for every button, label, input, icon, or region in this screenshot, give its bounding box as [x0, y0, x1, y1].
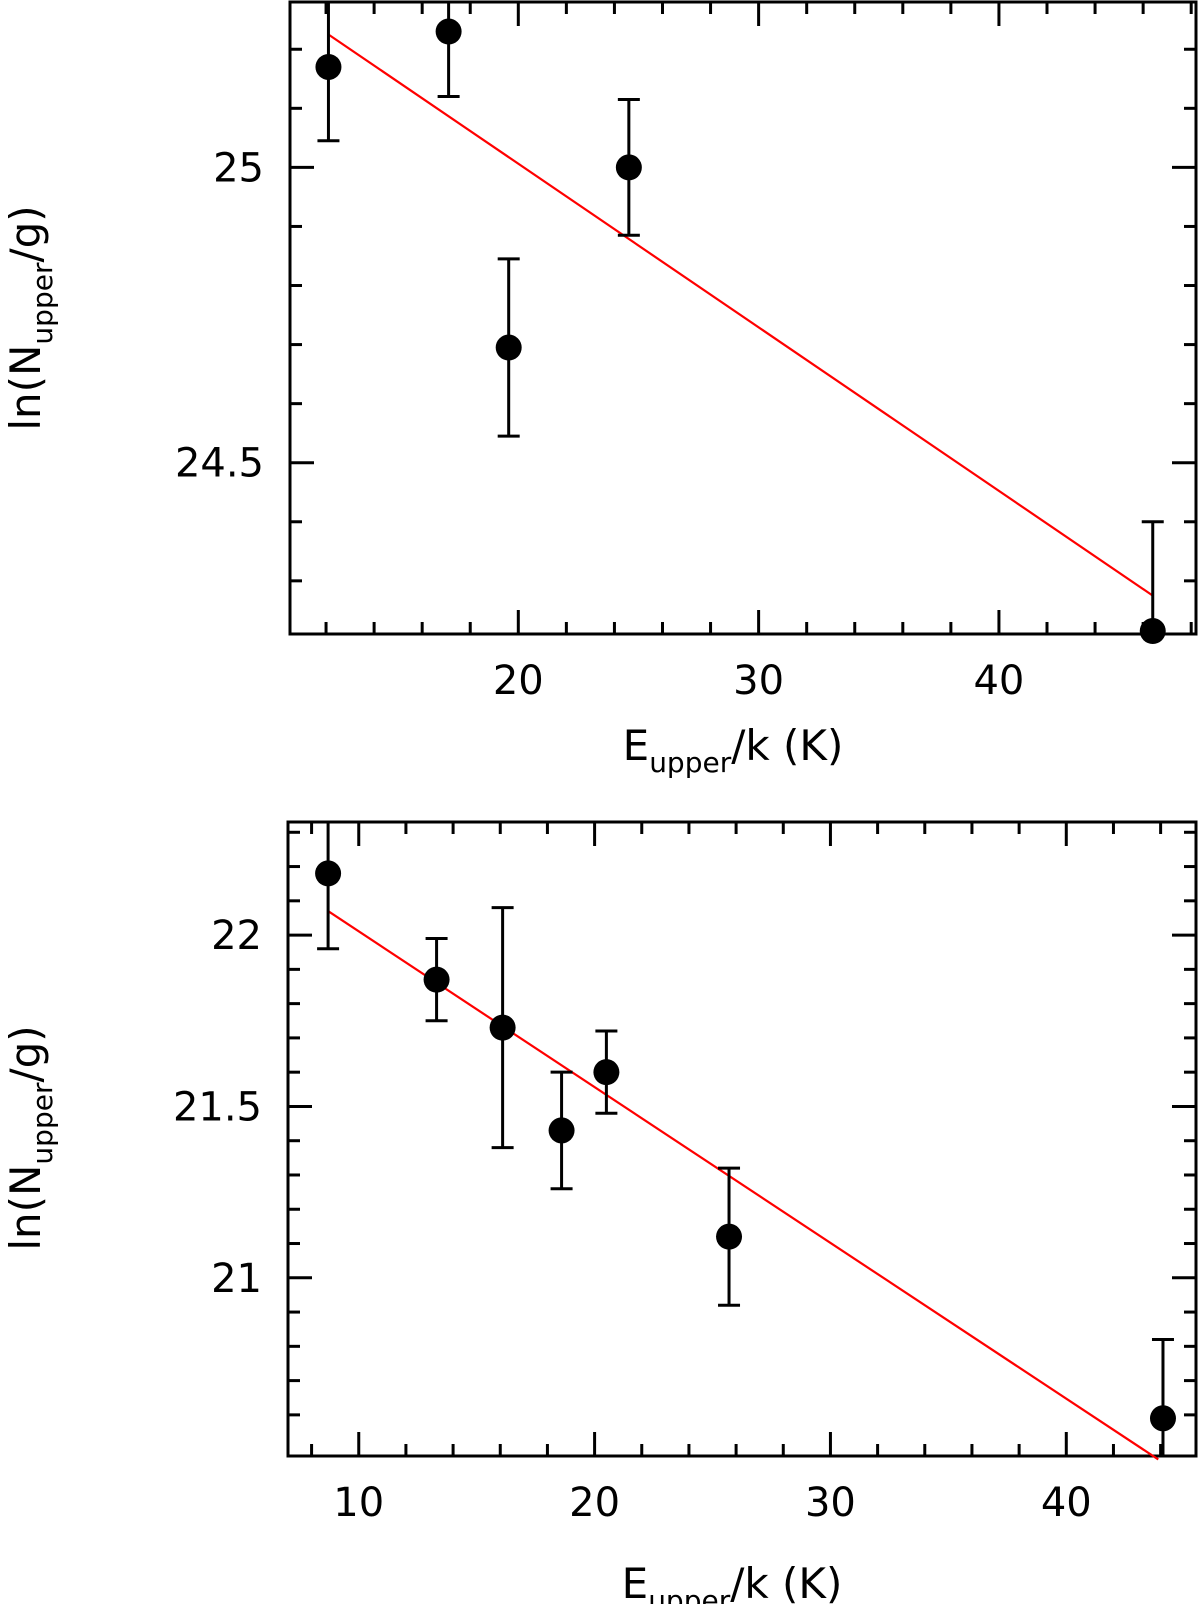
bottom-panel: 10 20 30 40 21 21.5 22 Eupper/k (K) ln(Nupper/g)	[1, 820, 1198, 1604]
y-tick-label: 25	[213, 145, 264, 191]
plot-frame	[288, 0, 1198, 636]
fit-line	[327, 33, 1154, 597]
data-point	[435, 18, 462, 45]
y-tick-label: 21	[211, 1256, 262, 1302]
data-point	[495, 334, 522, 361]
x-axis-label: Eupper/k (K)	[623, 721, 844, 779]
x-tick-label: 10	[333, 1480, 384, 1526]
x-tick-label: 20	[569, 1480, 620, 1526]
data-point	[423, 966, 450, 993]
y-axis-label: ln(Nupper/g)	[1, 1025, 59, 1250]
data-point	[315, 860, 342, 887]
x-axis-label: Eupper/k (K)	[622, 1559, 843, 1604]
data-point	[489, 1014, 516, 1041]
y-tick-label: 21.5	[173, 1084, 262, 1130]
data-point	[593, 1059, 620, 1086]
data-point	[716, 1223, 743, 1250]
x-tick-label: 20	[493, 658, 544, 704]
data-point	[548, 1117, 575, 1144]
data-point	[1149, 1405, 1176, 1432]
y-tick-label: 22	[211, 913, 262, 959]
y-tick-label: 24.5	[175, 441, 264, 487]
fit-line	[327, 910, 1159, 1461]
x-tick-label: 30	[733, 658, 784, 704]
y-axis-label: ln(Nupper/g)	[1, 205, 59, 430]
data-point	[615, 154, 642, 181]
data-point	[1139, 618, 1166, 645]
x-tick-label: 40	[1041, 1480, 1092, 1526]
x-tick-label: 40	[973, 658, 1024, 704]
top-panel: 20 30 40 24.5 25 Eupper/k (K) ln(Nupper/g)	[1, 0, 1198, 779]
x-tick-label: 30	[805, 1480, 856, 1526]
data-point	[315, 53, 342, 80]
plot-frame	[286, 820, 1198, 1458]
